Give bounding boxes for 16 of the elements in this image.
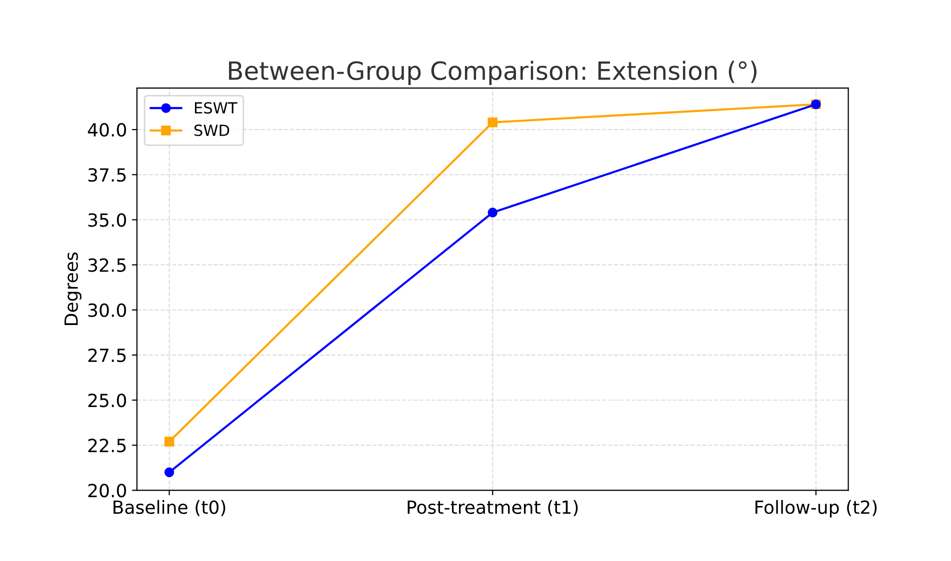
y-tick-label: 22.5: [88, 438, 126, 452]
y-tick-label: 40.0: [88, 123, 126, 137]
x-tick-label: Post-treatment (t1): [408, 500, 578, 516]
y-tick-label: 27.5: [88, 348, 126, 362]
y-tick-label: 25.0: [88, 394, 126, 408]
x-tick-label: Follow-up (t2): [756, 500, 877, 518]
y-tick-label: 30.0: [88, 303, 126, 318]
y-axis-title: Degrees: [64, 252, 82, 325]
x-tick-label: Baseline (t0): [114, 500, 226, 516]
legend-label: SWD: [194, 124, 230, 136]
y-tick-label: 35.0: [88, 213, 126, 227]
y-tick-label: 32.5: [88, 258, 126, 272]
chart-title: Between-Group Comparison: Extension (°): [229, 60, 757, 85]
y-tick-label: 20.0: [88, 484, 126, 498]
legend-label: ESWT: [194, 102, 238, 114]
y-tick-label: 37.5: [88, 168, 126, 182]
